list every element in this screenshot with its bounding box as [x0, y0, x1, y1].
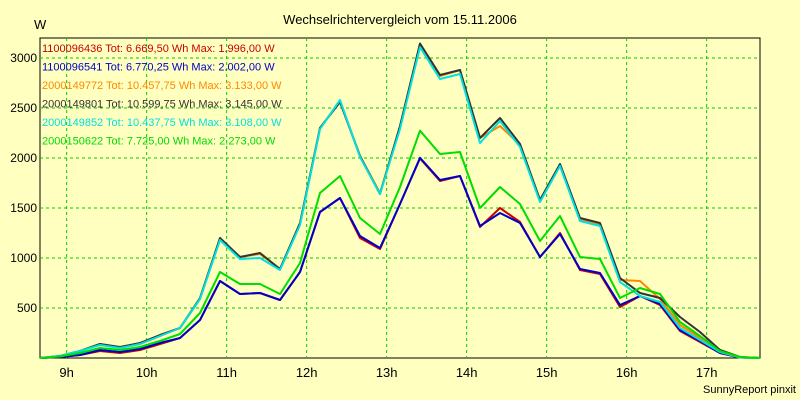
x-tick-label: 15h [536, 365, 558, 380]
x-tick-label: 16h [616, 365, 638, 380]
plot-area [39, 37, 761, 359]
x-tick-label: 14h [456, 365, 478, 380]
series-line-2000149852 [39, 46, 761, 359]
x-tick-label: 17h [696, 365, 718, 380]
series-line-2000150622 [39, 129, 761, 359]
legend-entry-2000149852: 2000149852 Tot: 10.437,75 Wh Max: 3.108,… [42, 117, 282, 129]
y-tick-label: 500 [17, 301, 37, 315]
y-tick-label: 1500 [10, 201, 37, 215]
y-axis-unit-label: W [34, 17, 47, 32]
legend-entry-1100096541: 1100096541 Tot: 6.770,25 Wh Max: 2.002,0… [42, 62, 275, 74]
y-tick-labels: 500 1000 1500 2000 2500 3000 [10, 51, 37, 315]
y-tick-label: 3000 [10, 51, 37, 65]
credit-text: SunnyReport pinxit [703, 384, 796, 396]
x-tick-label: 9h [59, 365, 73, 380]
legend-entry-2000150622: 2000150622 Tot: 7.725,00 Wh Max: 2.273,0… [42, 136, 276, 148]
y-tick-label: 1000 [10, 251, 37, 265]
legend-entry-2000149801: 2000149801 Tot: 10.599,75 Wh Max: 3.145,… [42, 99, 282, 111]
y-tick-label: 2500 [10, 101, 37, 115]
x-tick-label: 13h [376, 365, 398, 380]
x-tick-label: 11h [216, 365, 237, 380]
legend: 1100096436 Tot: 6.669,50 Wh Max: 1.996,0… [42, 43, 282, 148]
series-lines [39, 42, 761, 359]
grid-lines [40, 38, 760, 358]
legend-entry-2000149772: 2000149772 Tot: 10.457,75 Wh Max: 3.133,… [42, 80, 282, 92]
x-tick-labels: 9h 10h 11h 12h 13h 14h 15h 16h 17h [59, 365, 717, 380]
x-tick-label: 10h [136, 365, 158, 380]
legend-entry-1100096436: 1100096436 Tot: 6.669,50 Wh Max: 1.996,0… [42, 43, 275, 55]
y-tick-label: 2000 [10, 151, 37, 165]
chart-title: Wechselrichtervergleich vom 15.11.2006 [283, 12, 517, 27]
x-tick-label: 12h [296, 365, 318, 380]
